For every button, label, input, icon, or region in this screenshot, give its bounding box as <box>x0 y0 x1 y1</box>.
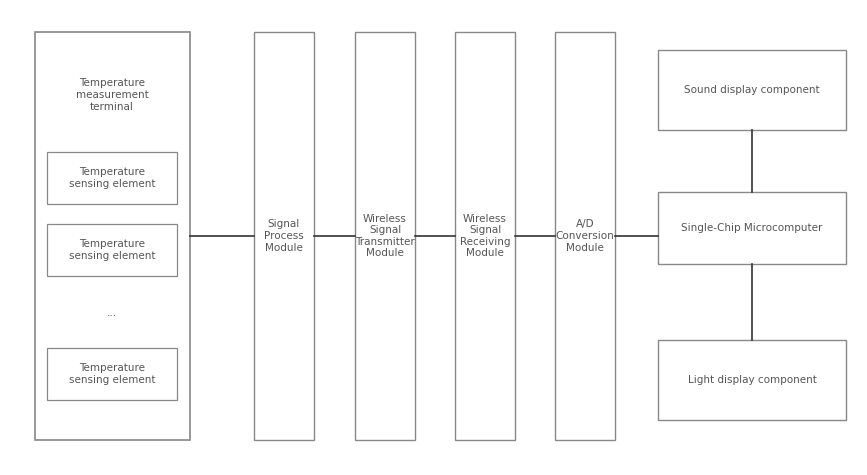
Bar <box>555 32 615 440</box>
Bar <box>47 348 177 400</box>
Text: ...: ... <box>107 308 117 318</box>
Bar <box>658 340 846 420</box>
Bar <box>355 32 415 440</box>
Bar <box>47 224 177 276</box>
Text: Signal
Process
Module: Signal Process Module <box>264 219 303 253</box>
Text: Light display component: Light display component <box>688 375 817 385</box>
Text: Temperature
sensing element: Temperature sensing element <box>68 239 155 261</box>
Bar <box>658 192 846 264</box>
Text: Temperature
sensing element: Temperature sensing element <box>68 363 155 385</box>
Text: Single-Chip Microcomputer: Single-Chip Microcomputer <box>681 223 823 233</box>
Bar <box>254 32 314 440</box>
Text: A/D
Conversion
Module: A/D Conversion Module <box>556 219 615 253</box>
Bar <box>455 32 515 440</box>
Text: Sound display component: Sound display component <box>684 85 820 95</box>
Text: Wireless
Signal
Receiving
Module: Wireless Signal Receiving Module <box>460 214 511 258</box>
Text: Wireless
Signal
Transmitter
Module: Wireless Signal Transmitter Module <box>355 214 415 258</box>
Text: Temperature
measurement
terminal: Temperature measurement terminal <box>75 78 148 112</box>
Bar <box>658 50 846 130</box>
Bar <box>35 32 190 440</box>
Text: Temperature
sensing element: Temperature sensing element <box>68 167 155 189</box>
Bar <box>47 152 177 204</box>
